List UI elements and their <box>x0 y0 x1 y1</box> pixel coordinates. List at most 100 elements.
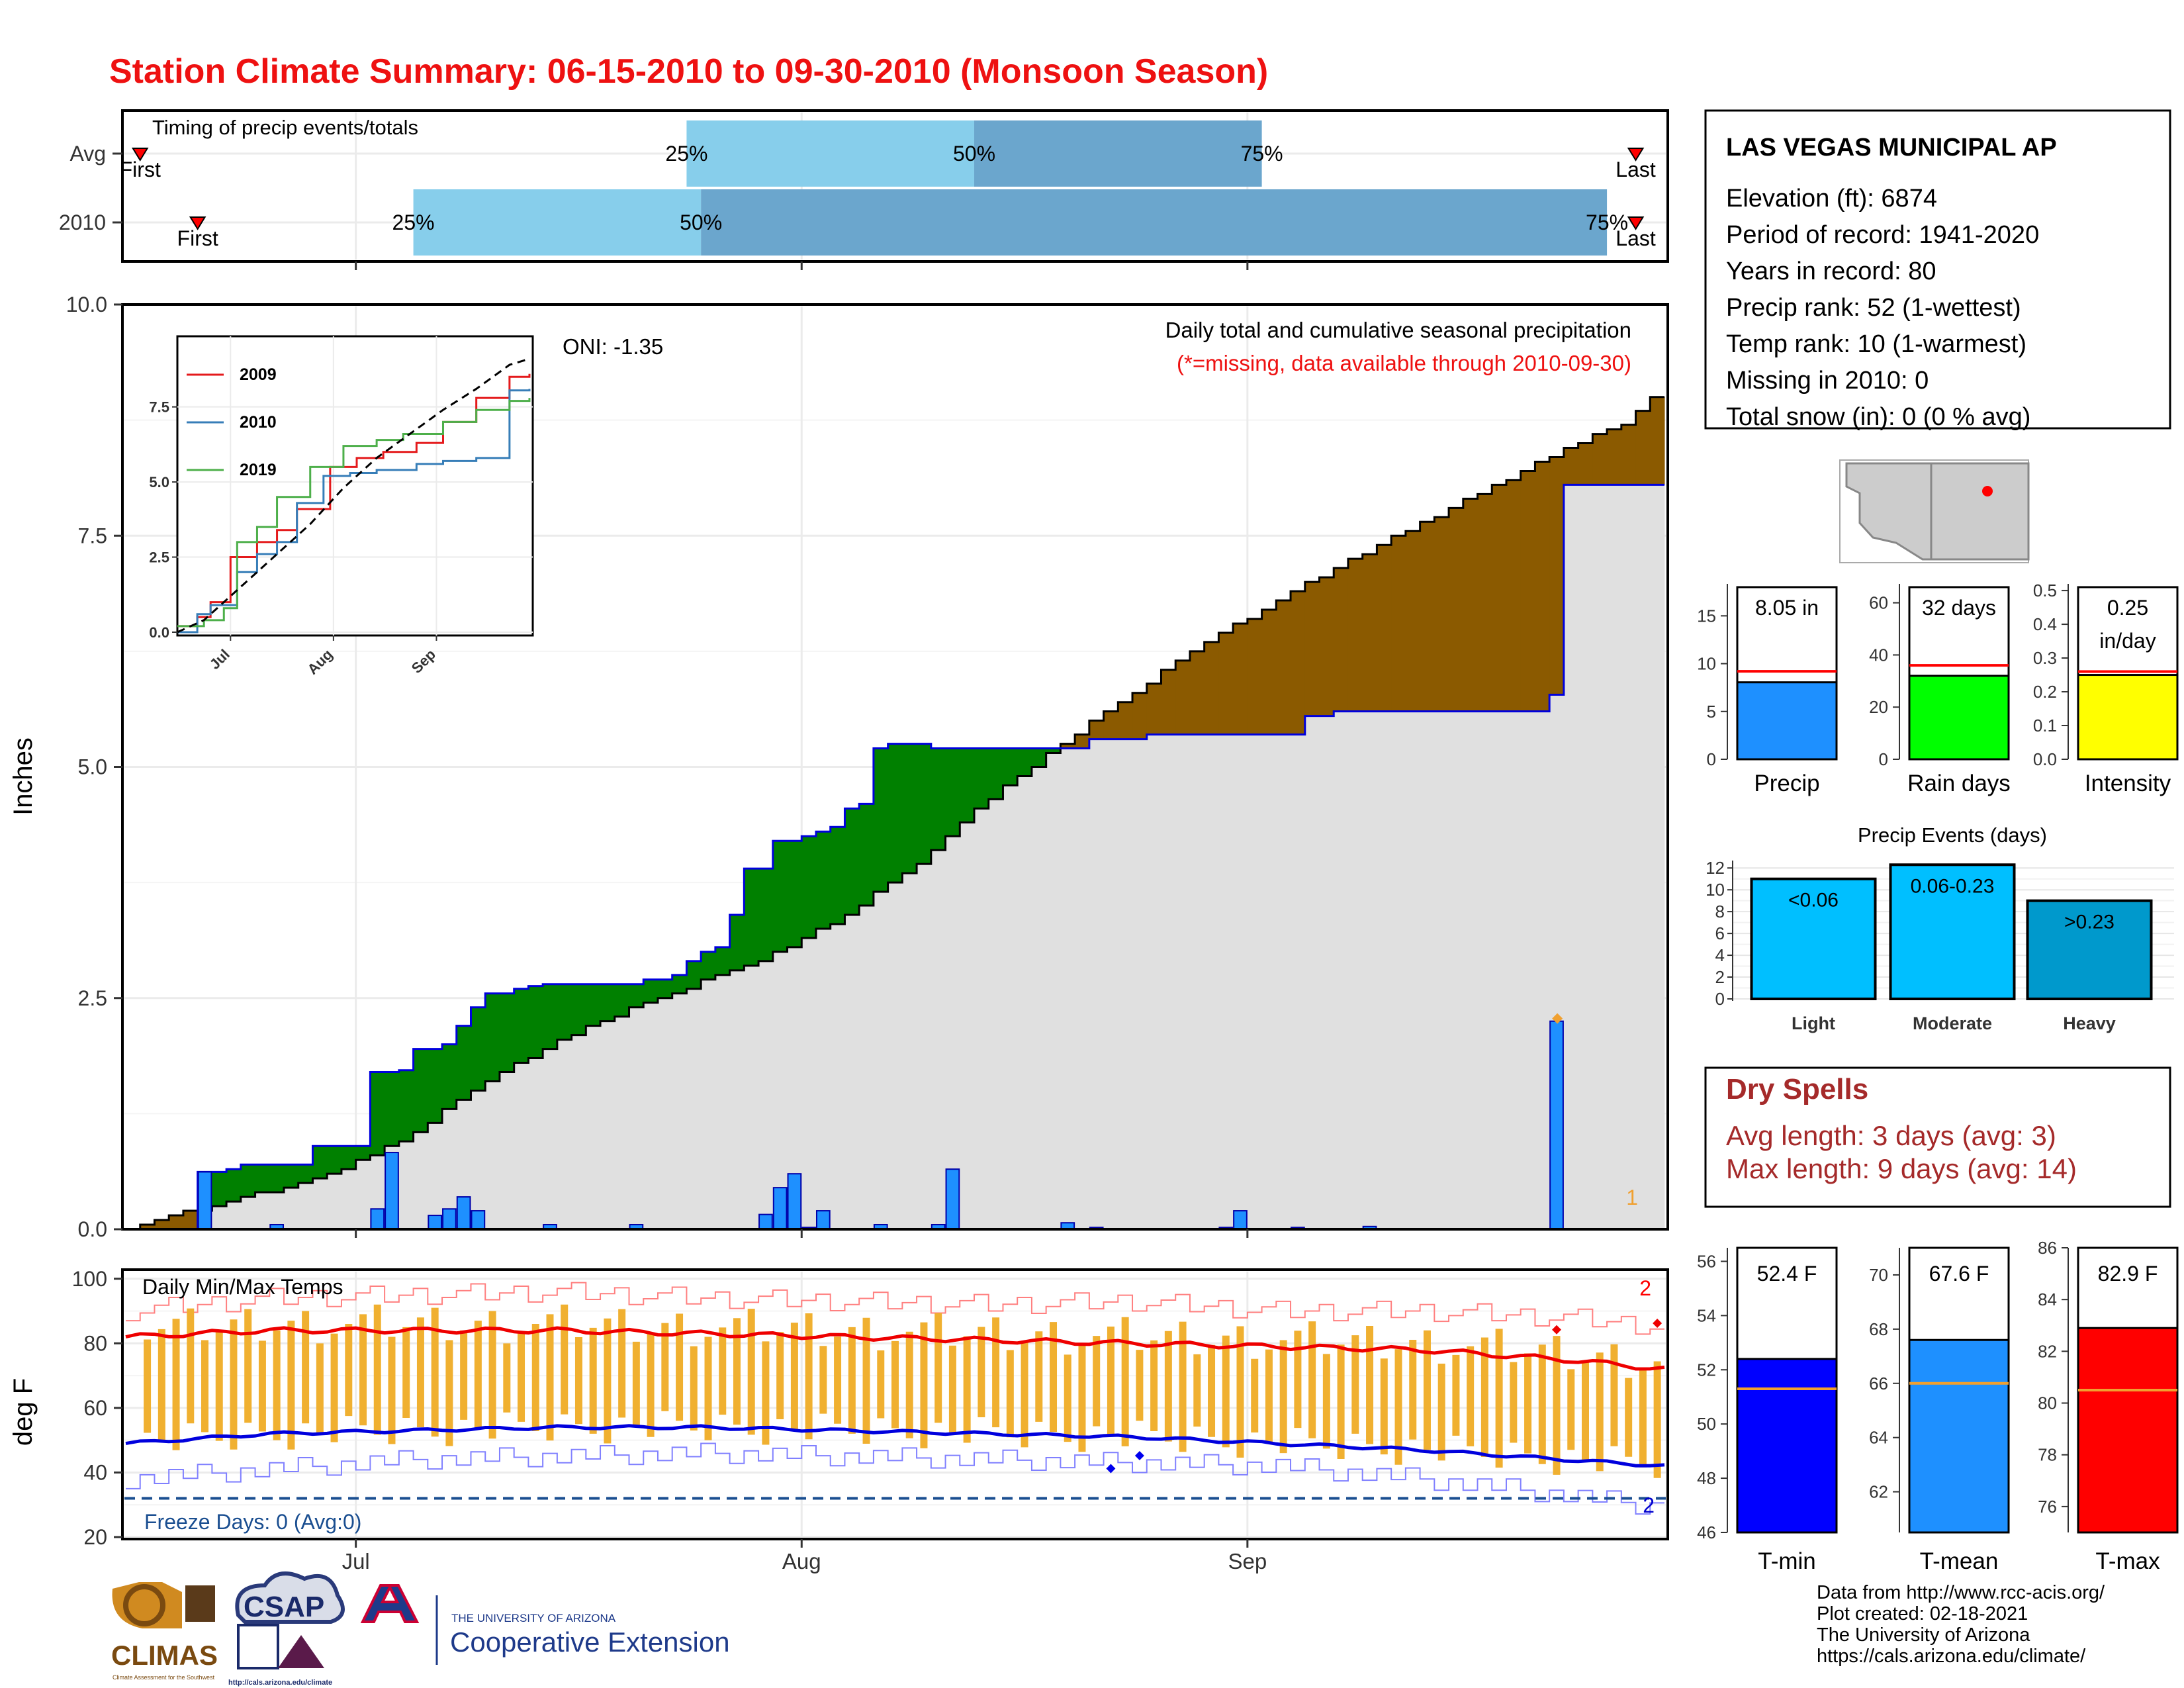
cumulative-fill-segment <box>1520 711 1535 1229</box>
summary-bar-label: Rain days <box>1907 771 2011 796</box>
surplus-segment <box>456 1025 471 1100</box>
cumulative-fill-segment <box>887 882 903 1229</box>
temp-summary-y-tick-label: 78 <box>2038 1445 2057 1465</box>
surplus-segment <box>643 979 659 1003</box>
summary-value-text: 32 days <box>1922 596 1996 620</box>
climas-logo: CLIMAS Climate Assessment for the Southw… <box>111 1582 218 1681</box>
deficit-segment <box>1334 568 1349 712</box>
summary-value-text: 0.25 <box>2107 596 2148 620</box>
precip-annotation-missing: (*=missing, data available through 2010-… <box>1177 351 1631 375</box>
temp-summary-y-tick-label: 46 <box>1697 1523 1716 1542</box>
cumulative-fill-segment <box>1204 734 1219 1229</box>
logos: CLIMAS Climate Assessment for the Southw… <box>111 1571 730 1687</box>
temp-y-tick-label: 100 <box>72 1267 107 1291</box>
csap-text: CSAP <box>244 1591 324 1623</box>
daily-precip-bar <box>772 1187 788 1231</box>
cumulative-fill-segment <box>269 1192 285 1229</box>
deficit-segment <box>1247 618 1263 735</box>
cumulative-fill-segment <box>1075 748 1090 1229</box>
cumulative-fill-segment <box>1175 734 1191 1229</box>
events-bar <box>2026 899 2153 1001</box>
summary-y-tick-label: 0.0 <box>2033 749 2057 769</box>
dry-spells-avg: Avg length: 3 days (avg: 3) <box>1726 1120 2056 1151</box>
precip-corner-label: 1 <box>1626 1186 1638 1209</box>
cumulative-fill-segment <box>1103 739 1118 1229</box>
surplus-segment <box>629 984 644 1008</box>
timing-row-label: 2010 <box>59 211 106 234</box>
daily-precip-bar <box>442 1208 457 1230</box>
deficit-segment <box>1175 660 1191 735</box>
daily-precip-bar <box>1549 1020 1564 1231</box>
temp-summary-y-tick-label: 64 <box>1869 1428 1888 1448</box>
cumulative-fill-segment <box>355 1160 371 1229</box>
station-info-line: Years in record: 80 <box>1726 258 1936 285</box>
record-max-marker <box>1653 1319 1662 1329</box>
climas-mesa <box>185 1585 215 1622</box>
inset-y-tick-label: 5.0 <box>149 474 169 491</box>
cumulative-fill-segment <box>1031 767 1047 1229</box>
timing-q25-label: 25% <box>665 142 707 165</box>
temp-summary-y-tick-label: 52 <box>1697 1360 1716 1380</box>
cumulative-fill-segment <box>729 970 745 1229</box>
cumulative-fill-segment <box>1621 485 1637 1229</box>
cumulative-fill-segment <box>1304 716 1320 1229</box>
cumulative-fill-segment <box>960 822 975 1229</box>
surplus-segment <box>312 1146 328 1179</box>
deficit-segment <box>140 1225 155 1229</box>
temp-summary-y-tick-label: 48 <box>1697 1468 1716 1488</box>
timing-row-label: Avg <box>69 142 106 165</box>
ua-small-text: THE UNIVERSITY OF ARIZONA <box>451 1612 616 1624</box>
daily-precip-bar <box>428 1215 443 1231</box>
cumulative-fill-segment <box>1261 734 1277 1229</box>
surplus-segment <box>398 1070 414 1142</box>
surplus-segment <box>729 915 745 970</box>
cumulative-fill-segment <box>1233 734 1248 1229</box>
locator-map <box>1839 459 2030 563</box>
surplus-segment <box>815 831 831 929</box>
temp-summary-y-tick-label: 70 <box>1869 1265 1888 1285</box>
surplus-segment <box>902 743 917 874</box>
timing-panel: 25% 50% 75% First Last Avg 25% 50% 75% First Last 2… <box>59 109 1669 270</box>
csap-url: http://cals.arizona.edu/climate <box>228 1679 332 1687</box>
surplus-segment <box>917 743 932 865</box>
cumulative-fill-segment <box>1276 734 1291 1229</box>
cumulative-fill-segment <box>341 1169 357 1229</box>
station-info-line: Elevation (ft): 6874 <box>1726 185 1937 212</box>
inset-legend-label: 2010 <box>240 413 277 432</box>
timing-q75-label: 75% <box>1586 211 1628 234</box>
cumulative-fill-segment <box>442 1109 457 1229</box>
deficit-segment <box>1233 623 1248 735</box>
surplus-segment <box>715 947 731 975</box>
cumulative-fill-segment <box>758 961 774 1229</box>
cumulative-fill-segment <box>1607 485 1622 1229</box>
temp-title: Daily Min/Max Temps <box>142 1275 343 1299</box>
surplus-segment <box>614 984 630 1017</box>
surplus-segment <box>657 979 673 998</box>
temp-summary-y-tick-label: 68 <box>1869 1319 1888 1339</box>
surplus-segment <box>442 1044 457 1109</box>
cumulative-fill-segment <box>1060 748 1075 1229</box>
surplus-segment <box>385 1072 400 1147</box>
cumulative-fill-segment <box>312 1178 328 1229</box>
summary-bars: 0 5 10 15 8.05 in Precip 0 20 40 60 32 days Rain da… <box>1697 581 2179 796</box>
surplus-segment <box>600 984 615 1021</box>
cumulative-fill-segment <box>701 979 716 1229</box>
ua-logo: THE UNIVERSITY OF ARIZONA Cooperative Ex… <box>360 1584 730 1665</box>
temp-y-tick-label: 40 <box>83 1460 107 1484</box>
timing-q1-bar <box>686 120 975 187</box>
cumulative-fill-segment <box>1377 711 1392 1229</box>
surplus-segment <box>672 974 687 994</box>
inset-avg-line <box>177 357 530 633</box>
surplus-segment <box>413 1049 428 1133</box>
cumulative-fill-segment <box>1247 734 1263 1229</box>
cumulative-fill-segment <box>1319 716 1334 1229</box>
deficit-segment <box>1650 397 1665 485</box>
station-location-dot <box>1982 486 1993 496</box>
surplus-segment <box>269 1164 285 1193</box>
record-min-line <box>126 1442 1664 1515</box>
station-frame <box>1704 109 2171 430</box>
deficit-segment <box>1161 669 1176 735</box>
record-min-marker <box>1106 1464 1116 1474</box>
cumulative-fill-segment <box>571 1035 586 1229</box>
cumulative-fill-segment <box>917 864 932 1229</box>
